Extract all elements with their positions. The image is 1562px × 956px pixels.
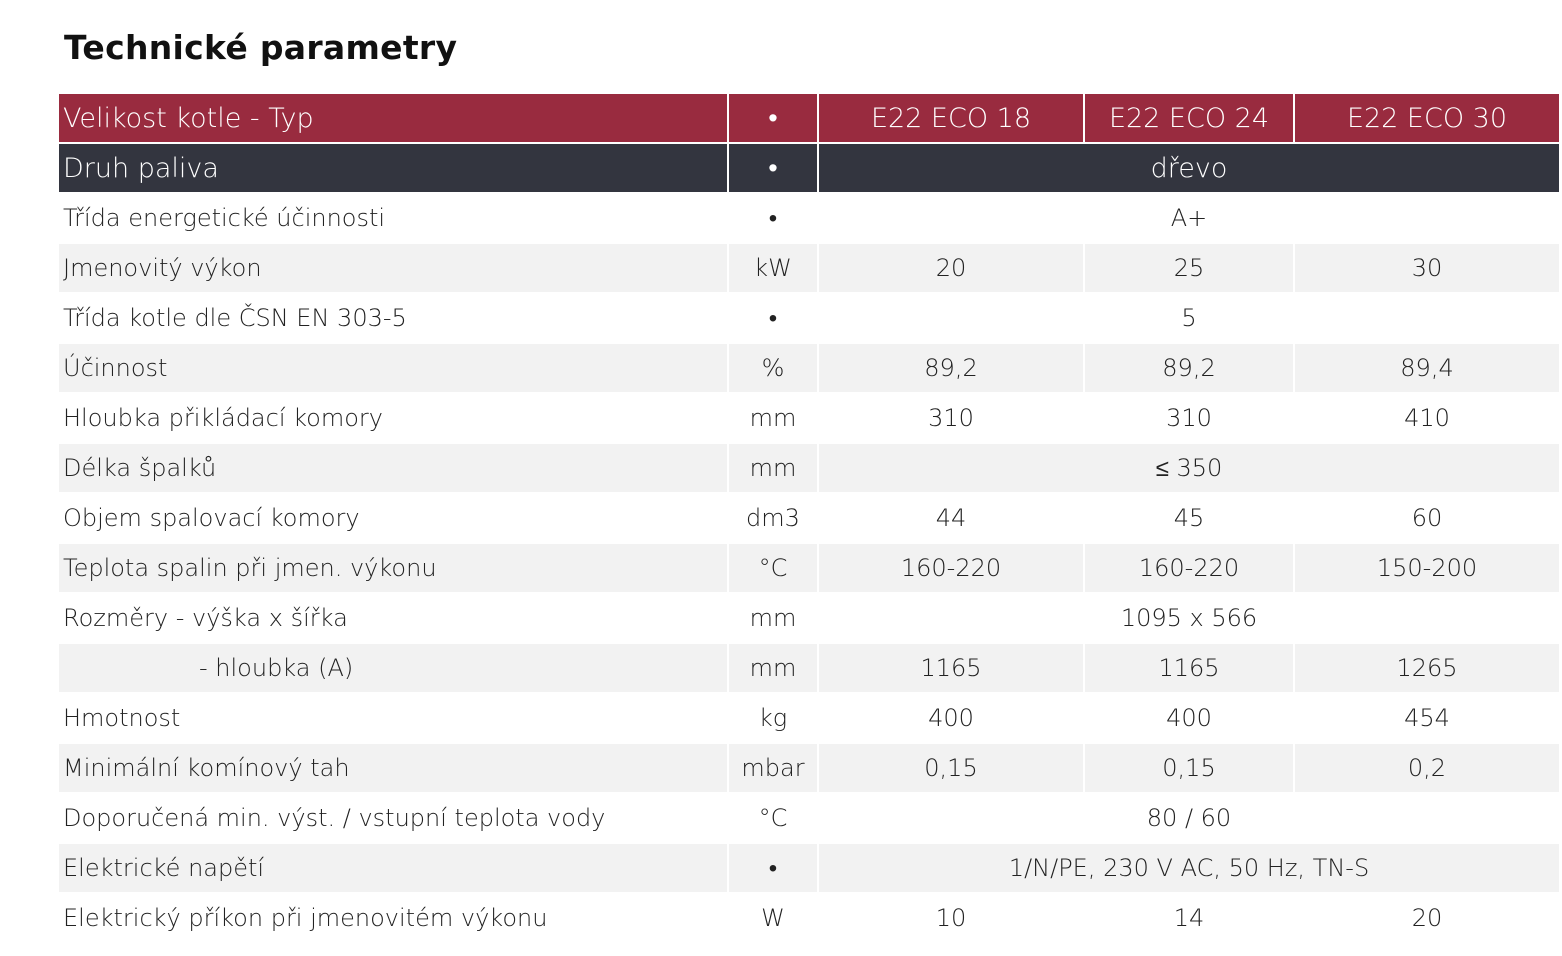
parameter-label: Elektrické napětí bbox=[59, 844, 727, 892]
value-cell: 1265 bbox=[1295, 644, 1559, 692]
table-row: Minimální komínový tah mbar 0,15 0,15 0,2 bbox=[59, 744, 1559, 792]
unit-cell: dm3 bbox=[729, 494, 817, 542]
value-cell: 310 bbox=[819, 394, 1083, 442]
value-cell: 160-220 bbox=[819, 544, 1083, 592]
header-unit: • bbox=[729, 94, 817, 142]
value-cell: 400 bbox=[819, 694, 1083, 742]
table-row: Elektrický příkon při jmenovitém výkonu W… bbox=[59, 894, 1559, 942]
parameter-label: Třída energetické účinnosti bbox=[59, 194, 727, 242]
model-header: E22 ECO 30 bbox=[1295, 94, 1559, 142]
value-cell: 14 bbox=[1085, 894, 1293, 942]
value-cell: 0,15 bbox=[1085, 744, 1293, 792]
model-header: E22 ECO 18 bbox=[819, 94, 1083, 142]
value-cell-merged: ≤ 350 bbox=[819, 444, 1559, 492]
fuel-row: Druh paliva • dřevo bbox=[59, 144, 1559, 192]
parameter-label: - hloubka (A) bbox=[59, 644, 727, 692]
value-cell-merged: 80 / 60 bbox=[819, 794, 1559, 842]
unit-cell: % bbox=[729, 344, 817, 392]
unit-cell: mm bbox=[729, 644, 817, 692]
fuel-unit: • bbox=[729, 144, 817, 192]
value-cell: 89,2 bbox=[819, 344, 1083, 392]
value-cell-merged: 1/N/PE, 230 V AC, 50 Hz, TN-S bbox=[819, 844, 1559, 892]
value-cell: 0,15 bbox=[819, 744, 1083, 792]
table-row: Hmotnost kg 400 400 454 bbox=[59, 694, 1559, 742]
value-cell: 310 bbox=[1085, 394, 1293, 442]
unit-cell: • bbox=[729, 294, 817, 342]
parameter-label: Účinnost bbox=[59, 344, 727, 392]
model-header: E22 ECO 24 bbox=[1085, 94, 1293, 142]
parameter-label: Třída kotle dle ČSN EN 303-5 bbox=[59, 294, 727, 342]
header-label: Velikost kotle - Typ bbox=[59, 94, 727, 142]
fuel-value: dřevo bbox=[819, 144, 1559, 192]
value-cell: 89,2 bbox=[1085, 344, 1293, 392]
parameter-label: Rozměry - výška x šířka bbox=[59, 594, 727, 642]
value-cell: 454 bbox=[1295, 694, 1559, 742]
unit-cell: mm bbox=[729, 394, 817, 442]
unit-cell: • bbox=[729, 844, 817, 892]
unit-cell: • bbox=[729, 194, 817, 242]
table-row: Rozměry - výška x šířka mm 1095 x 566 bbox=[59, 594, 1559, 642]
table-row: Elektrické napětí • 1/N/PE, 230 V AC, 50 H… bbox=[59, 844, 1559, 892]
parameter-label: Délka špalků bbox=[59, 444, 727, 492]
table-row: Jmenovitý výkon kW 20 25 30 bbox=[59, 244, 1559, 292]
unit-cell: °C bbox=[729, 544, 817, 592]
table-row: Délka špalků mm ≤ 350 bbox=[59, 444, 1559, 492]
unit-cell: mm bbox=[729, 594, 817, 642]
parameter-label: Hmotnost bbox=[59, 694, 727, 742]
unit-cell: kg bbox=[729, 694, 817, 742]
page-title: Technické parametry bbox=[64, 28, 458, 67]
value-cell: 45 bbox=[1085, 494, 1293, 542]
value-cell: 10 bbox=[819, 894, 1083, 942]
value-cell: 410 bbox=[1295, 394, 1559, 442]
parameter-label: Doporučená min. výst. / vstupní teplota … bbox=[59, 794, 727, 842]
unit-cell: mbar bbox=[729, 744, 817, 792]
value-cell: 400 bbox=[1085, 694, 1293, 742]
table-row: Teplota spalin při jmen. výkonu °C 160-220… bbox=[59, 544, 1559, 592]
value-cell: 89,4 bbox=[1295, 344, 1559, 392]
value-cell: 1165 bbox=[1085, 644, 1293, 692]
parameter-label: Teplota spalin při jmen. výkonu bbox=[59, 544, 727, 592]
parameter-label: Minimální komínový tah bbox=[59, 744, 727, 792]
value-cell: 60 bbox=[1295, 494, 1559, 542]
table-row: - hloubka (A) mm 1165 1165 1265 bbox=[59, 644, 1559, 692]
header-row: Velikost kotle - Typ • E22 ECO 18 E22 EC… bbox=[59, 94, 1559, 142]
table-row: Doporučená min. výst. / vstupní teplota … bbox=[59, 794, 1559, 842]
value-cell: 160-220 bbox=[1085, 544, 1293, 592]
fuel-label: Druh paliva bbox=[59, 144, 727, 192]
value-cell-merged: 1095 x 566 bbox=[819, 594, 1559, 642]
parameter-label: Elektrický příkon při jmenovitém výkonu bbox=[59, 894, 727, 942]
unit-cell: kW bbox=[729, 244, 817, 292]
table-row: Třída energetické účinnosti • A+ bbox=[59, 194, 1559, 242]
value-cell: 150-200 bbox=[1295, 544, 1559, 592]
unit-cell: mm bbox=[729, 444, 817, 492]
unit-cell: °C bbox=[729, 794, 817, 842]
value-cell: 30 bbox=[1295, 244, 1559, 292]
value-cell: 44 bbox=[819, 494, 1083, 542]
value-cell: 20 bbox=[819, 244, 1083, 292]
parameter-label: Objem spalovací komory bbox=[59, 494, 727, 542]
unit-cell: W bbox=[729, 894, 817, 942]
parameter-label: Jmenovitý výkon bbox=[59, 244, 727, 292]
value-cell-merged: A+ bbox=[819, 194, 1559, 242]
table-row: Účinnost% 89,2 89,2 89,4 bbox=[59, 344, 1559, 392]
value-cell: 25 bbox=[1085, 244, 1293, 292]
table-row: Třída kotle dle ČSN EN 303-5 • 5 bbox=[59, 294, 1559, 342]
value-cell: 1165 bbox=[819, 644, 1083, 692]
parameter-label: Hloubka přikládací komory bbox=[59, 394, 727, 442]
table-row: Objem spalovací komory dm3 44 45 60 bbox=[59, 494, 1559, 542]
value-cell: 0,2 bbox=[1295, 744, 1559, 792]
value-cell-merged: 5 bbox=[819, 294, 1559, 342]
technical-parameters-table: Velikost kotle - Typ • E22 ECO 18 E22 EC… bbox=[57, 92, 1561, 944]
value-cell: 20 bbox=[1295, 894, 1559, 942]
